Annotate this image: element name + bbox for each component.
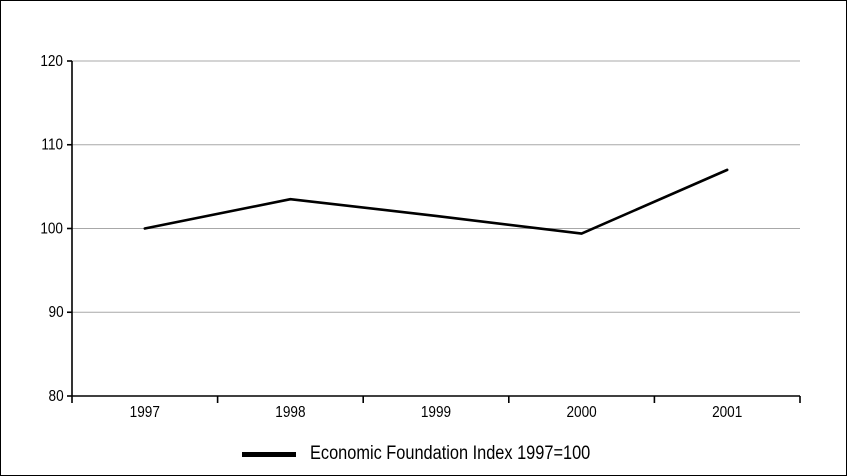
y-tick-label-120: 120: [40, 53, 63, 70]
legend-swatch: [242, 451, 296, 457]
x-tick-label-1998: 1998: [275, 404, 305, 421]
tick-labels: 80 90 100 110 120 1997 1998 1999 2000 2001: [40, 53, 742, 421]
x-tick-label-1997: 1997: [130, 404, 160, 421]
y-tick-label-110: 110: [41, 137, 63, 154]
x-tick-label-2000: 2000: [566, 404, 596, 421]
y-tick-label-80: 80: [49, 388, 64, 405]
series-lines: [143, 168, 729, 235]
gridlines: [72, 60, 800, 313]
axes: [67, 60, 801, 403]
legend: Economic Foundation Index 1997=100: [242, 440, 636, 468]
y-tick-label-100: 100: [40, 221, 63, 238]
legend-label: Economic Foundation Index 1997=100: [310, 443, 591, 464]
x-tick-label-2001: 2001: [712, 404, 742, 421]
y-tick-label-90: 90: [49, 304, 64, 321]
series-line-0: [143, 168, 729, 235]
x-tick-label-1999: 1999: [421, 404, 451, 421]
